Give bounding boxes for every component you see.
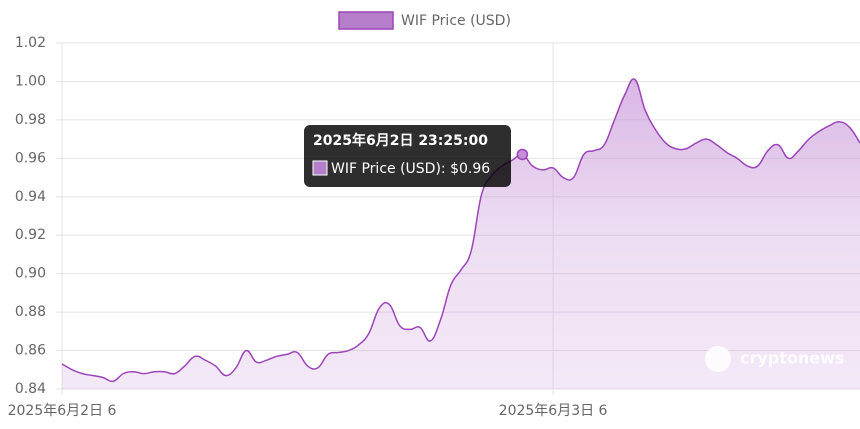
legend-swatch xyxy=(338,11,394,30)
watermark-text: cryptonews xyxy=(740,349,844,368)
hover-point xyxy=(516,148,529,161)
watermark: cryptonews xyxy=(705,346,844,372)
tooltip: 2025年6月2日 23:25:00 WIF Price (USD): $0.9… xyxy=(304,125,511,187)
plot-area xyxy=(61,78,860,389)
y-tick-label: 0.98 xyxy=(15,112,46,128)
area xyxy=(62,78,860,389)
tooltip-label: WIF Price (USD): $0.96 xyxy=(331,161,490,177)
legend-label: WIF Price (USD) xyxy=(401,13,511,29)
y-tick-label: 0.90 xyxy=(15,266,46,282)
x-tick-label: 2025年6月3日 6 xyxy=(499,403,608,419)
watermark-icon xyxy=(705,346,731,372)
y-tick-label: 1.02 xyxy=(15,35,46,51)
legend: WIF Price (USD) xyxy=(338,11,511,30)
y-tick-label: 0.86 xyxy=(15,343,46,359)
y-tick-label: 0.84 xyxy=(15,381,46,397)
y-tick-label: 0.94 xyxy=(15,189,46,205)
tooltip-swatch xyxy=(312,160,328,176)
y-tick-label: 0.88 xyxy=(15,304,46,320)
y-tick-label: 0.96 xyxy=(15,150,46,166)
line xyxy=(61,78,860,383)
tooltip-title: 2025年6月2日 23:25:00 xyxy=(313,132,488,149)
y-tick-label: 1.00 xyxy=(15,73,46,89)
tooltip-box xyxy=(304,125,511,187)
x-tick-label: 2025年6月2日 6 xyxy=(8,403,117,419)
y-tick-label: 0.92 xyxy=(15,227,46,243)
